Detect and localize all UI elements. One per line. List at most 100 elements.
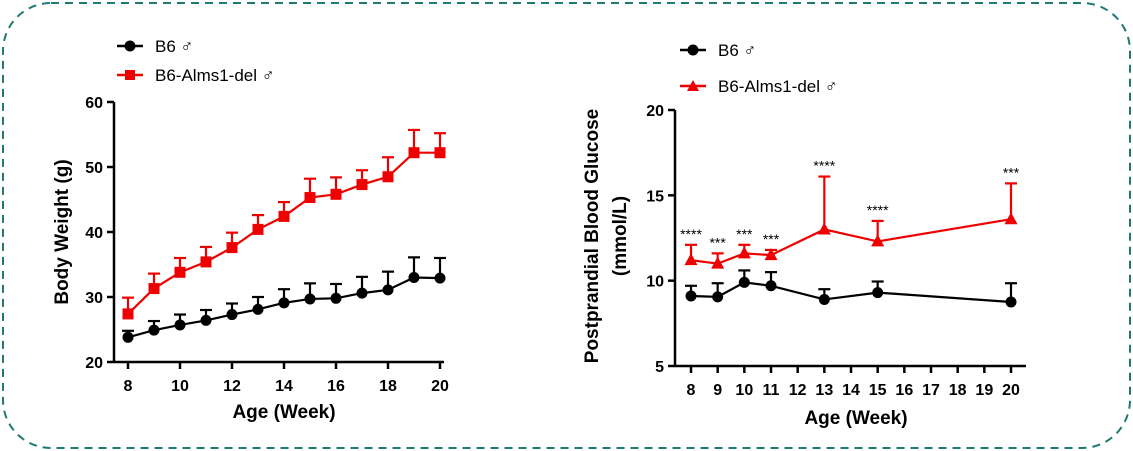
- data-point: [304, 192, 316, 204]
- significance-label: ****: [680, 226, 702, 242]
- x-tick-label: 14: [842, 382, 860, 399]
- data-point: [871, 234, 885, 247]
- legend2-b6-marker: [687, 44, 699, 56]
- chart1-series: [122, 128, 446, 343]
- x-tick-label: 18: [949, 382, 967, 399]
- significance-label: ***: [1003, 164, 1020, 180]
- data-point: [382, 171, 394, 183]
- chart1-y-title: Body Weight (g): [52, 159, 73, 304]
- series-b6: [685, 269, 1017, 308]
- significance-label: ****: [813, 158, 835, 174]
- data-point: [122, 308, 134, 320]
- x-tick-label: 12: [789, 382, 807, 399]
- x-tick-label: 16: [327, 378, 345, 395]
- x-tick-label: 20: [1002, 382, 1020, 399]
- x-tick-label: 14: [275, 378, 293, 395]
- x-tick-label: 10: [735, 382, 753, 399]
- data-point: [148, 283, 160, 295]
- data-point: [252, 223, 264, 235]
- data-point: [434, 147, 446, 159]
- series-alms1-del: [122, 128, 446, 320]
- legend2-alms1-marker: [687, 80, 699, 91]
- data-point: [434, 272, 446, 284]
- legend2-alms1-label: B6-Alms1-del ♂: [718, 77, 838, 96]
- x-tick-label: 12: [223, 378, 241, 395]
- x-tick-label: 15: [869, 382, 887, 399]
- data-point: [330, 292, 342, 304]
- data-point: [330, 188, 342, 200]
- y-tick-label: 10: [646, 274, 664, 291]
- data-point: [408, 272, 420, 283]
- x-tick-label: 19: [975, 382, 993, 399]
- data-point: [278, 297, 290, 309]
- legend2-b6-label: B6 ♂: [718, 41, 756, 60]
- x-tick-label: 20: [431, 378, 449, 395]
- significance-label: ****: [867, 202, 889, 218]
- series-b6: [122, 256, 446, 343]
- chart2-x-title: Age (Week): [804, 408, 907, 429]
- data-point: [200, 314, 212, 326]
- chart2-y-title-line2: (mmol/L): [610, 196, 631, 276]
- data-point: [226, 242, 238, 254]
- data-point: [817, 222, 831, 235]
- data-point: [122, 331, 134, 343]
- y-tick-label: 5: [655, 359, 664, 376]
- significance-label: ***: [763, 231, 780, 247]
- series-alms1-del: [684, 175, 1018, 269]
- data-point: [872, 287, 884, 299]
- data-point: [765, 280, 777, 292]
- data-point: [1004, 212, 1018, 225]
- chart1-legend: B6 ♂ B6-Alms1-del ♂: [117, 37, 275, 85]
- significance-label: ***: [736, 226, 753, 242]
- x-tick-label: 9: [713, 382, 722, 399]
- data-point: [712, 291, 724, 303]
- chart2-series: [684, 175, 1018, 308]
- data-point: [200, 256, 212, 268]
- series-line: [690, 281, 1012, 304]
- x-tick-label: 11: [763, 382, 780, 399]
- legend-b6-label: B6 ♂: [155, 37, 193, 56]
- y-tick-label: 50: [85, 160, 103, 177]
- x-tick-label: 8: [687, 382, 696, 399]
- x-tick-label: 18: [379, 378, 397, 395]
- y-tick-label: 40: [85, 225, 103, 242]
- data-point: [818, 293, 830, 305]
- blood-glucose-chart: B6 ♂ B6-Alms1-del ♂ 5 10 15 20 8 9 10 11 12 13 14…: [582, 41, 1026, 429]
- data-point: [148, 324, 160, 336]
- data-point: [356, 287, 368, 299]
- data-point: [304, 293, 316, 305]
- chart1-x-ticks: 8 10 12 14 16 18 20: [124, 362, 449, 395]
- x-tick-label: 10: [171, 378, 189, 395]
- legend-alms1-label: B6-Alms1-del ♂: [155, 66, 275, 85]
- data-point: [278, 210, 290, 222]
- x-tick-label: 8: [124, 378, 133, 395]
- data-point: [764, 248, 778, 261]
- data-point: [711, 256, 725, 269]
- data-point: [382, 284, 394, 296]
- y-tick-label: 20: [85, 355, 103, 372]
- y-tick-label: 60: [85, 95, 103, 112]
- chart2-significance-annotations: ********** **************: [680, 158, 1020, 251]
- chart2-y-title-line1: Postprandial Blood Glucose: [582, 109, 603, 363]
- data-point: [737, 246, 751, 259]
- data-point: [226, 309, 238, 321]
- data-point: [174, 266, 186, 278]
- chart2-legend: B6 ♂ B6-Alms1-del ♂: [680, 41, 838, 96]
- significance-label: ***: [709, 234, 726, 250]
- legend-b6-marker: [124, 40, 136, 52]
- chart2-x-ticks: 8 9 10 11 12 13 14 15 16 17 18 19 20: [687, 366, 1020, 399]
- x-tick-label: 16: [895, 382, 913, 399]
- data-point: [685, 290, 697, 302]
- data-point: [252, 303, 264, 315]
- chart1-x-title: Age (Week): [232, 402, 335, 423]
- data-point: [684, 253, 698, 266]
- y-tick-label: 15: [646, 188, 664, 205]
- chart2-y-ticks: 5 10 15 20: [646, 103, 675, 376]
- data-point: [356, 179, 368, 191]
- data-point: [1005, 296, 1017, 308]
- body-weight-chart: B6 ♂ B6-Alms1-del ♂ 20 30 40 50 60 8 10 12 14 16…: [52, 37, 449, 423]
- data-point: [408, 147, 420, 159]
- x-tick-label: 13: [815, 382, 833, 399]
